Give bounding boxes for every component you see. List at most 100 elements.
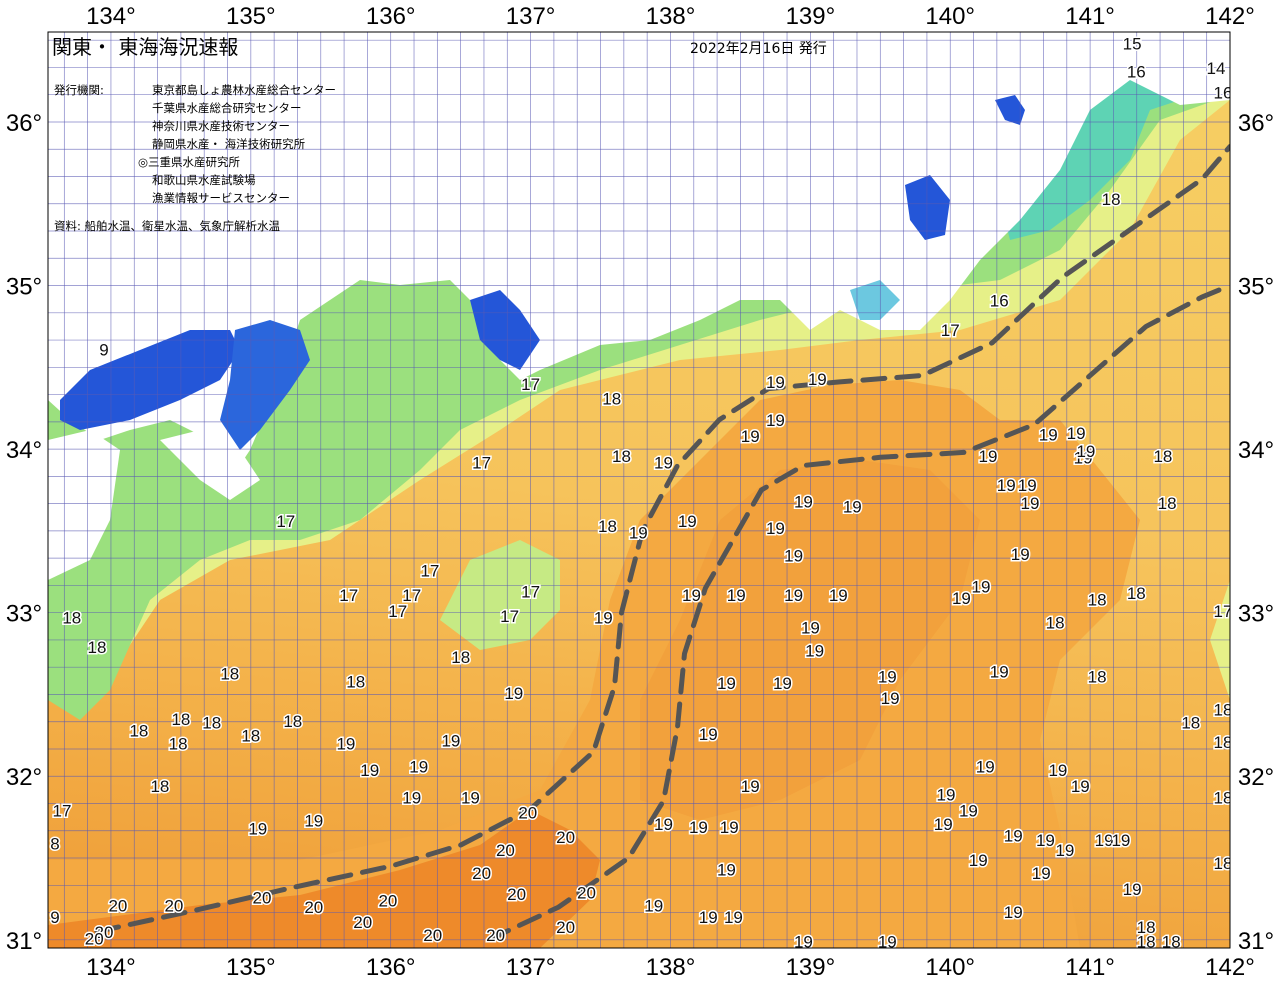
- latitude-label: 31°: [6, 928, 42, 955]
- temperature-label: 18: [1088, 591, 1107, 610]
- temperature-label: 18: [1214, 700, 1233, 719]
- inland-sea-west: [60, 330, 240, 430]
- temperature-label: 18: [1137, 933, 1156, 952]
- longitude-ticks-bottom: 134° 135° 136° 137° 138° 139° 140° 141° 142°: [86, 954, 1255, 981]
- longitude-label: 136°: [366, 954, 416, 980]
- longitude-label: 135°: [226, 3, 276, 30]
- temperature-label: 17: [521, 375, 540, 394]
- temperature-label: 19: [1032, 864, 1051, 883]
- temperature-label: 20: [518, 803, 537, 822]
- temperature-label: 17: [1214, 602, 1233, 621]
- temperature-label: 18: [88, 638, 107, 657]
- agency-1: 東京都島しょ農林水産総合センター: [152, 83, 336, 97]
- temperature-label: 19: [461, 789, 480, 808]
- temperature-label: 17: [521, 583, 540, 602]
- temperature-label: 19: [1055, 841, 1074, 860]
- temperature-label: 19: [629, 524, 648, 543]
- temperature-label: 19: [959, 802, 978, 821]
- temperature-label: 19: [808, 370, 827, 389]
- temperature-label: 20: [556, 918, 575, 937]
- temperature-label: 19: [689, 818, 708, 837]
- temperature-label: 20: [496, 841, 515, 860]
- temperature-label: 19: [699, 908, 718, 927]
- temperature-label: 19: [1067, 424, 1086, 443]
- agency-4: 静岡県水産・ 海洋技術研究所: [152, 137, 306, 151]
- temperature-label: 20: [108, 897, 127, 916]
- temperature-label: 19: [766, 411, 785, 430]
- temperature-label: 19: [1004, 826, 1023, 845]
- longitude-label: 134°: [86, 3, 136, 30]
- latitude-label: 35°: [1238, 274, 1274, 301]
- temperature-label: 19: [594, 609, 613, 628]
- temperature-label: 18: [171, 710, 190, 729]
- temperature-label: 19: [248, 820, 267, 839]
- temperature-label: 19: [1111, 831, 1130, 850]
- latitude-label: 32°: [6, 764, 42, 791]
- temperature-label: 19: [678, 512, 697, 531]
- temperature-label: 19: [878, 933, 897, 952]
- temperature-label: 19: [1021, 494, 1040, 513]
- temperature-label: 19: [727, 586, 746, 605]
- temperature-label: 19: [402, 789, 421, 808]
- temperature-label: 19: [829, 586, 848, 605]
- temperature-label: 19: [717, 674, 736, 693]
- temperature-label: 19: [720, 818, 739, 837]
- ise-bay: [470, 290, 540, 370]
- temperature-label: 18: [1162, 933, 1181, 952]
- temperature-label: 19: [969, 851, 988, 870]
- temperature-label: 18: [220, 664, 239, 683]
- latitude-label: 36°: [6, 110, 42, 137]
- temperature-label: 19: [766, 373, 785, 392]
- longitude-label: 138°: [646, 3, 696, 30]
- temperature-label: 18: [1153, 447, 1172, 466]
- temperature-label: 19: [1018, 476, 1037, 495]
- temperature-label: 19: [654, 453, 673, 472]
- sea-surface-temperature-field: [48, 32, 1230, 948]
- temperature-label: 19: [1004, 903, 1023, 922]
- temperature-label: 19: [990, 663, 1009, 682]
- temperature-label: 19: [741, 777, 760, 796]
- temperature-label: 17: [276, 512, 295, 531]
- temperature-label: 16: [990, 291, 1009, 310]
- longitude-label: 139°: [786, 954, 836, 980]
- temperature-label: 19: [805, 641, 824, 660]
- temperature-label: 14: [1207, 59, 1226, 78]
- temperature-label: 18: [598, 517, 617, 536]
- temperature-label: 20: [378, 892, 397, 911]
- temperature-label: 19: [1039, 425, 1058, 444]
- temperature-label: 9: [99, 340, 108, 359]
- temperature-label: 17: [472, 453, 491, 472]
- temperature-label: 19: [937, 785, 956, 804]
- temperature-label: 18: [202, 713, 221, 732]
- temperature-label: 19: [1123, 880, 1142, 899]
- temperature-label: 20: [85, 929, 104, 948]
- temperature-label: 19: [741, 427, 760, 446]
- latitude-label: 32°: [1238, 764, 1274, 791]
- latitude-label: 36°: [1238, 110, 1274, 137]
- cool-water-17c-patch: [440, 540, 560, 650]
- agency-5: ◎三重県水産研究所: [138, 155, 241, 169]
- temperature-label: 18: [62, 609, 81, 628]
- temperature-label: 19: [878, 668, 897, 687]
- temperature-label: 18: [1181, 713, 1200, 732]
- temperature-label: 9: [50, 908, 59, 927]
- temperature-label: 17: [420, 561, 439, 580]
- temperature-label: 19: [717, 861, 736, 880]
- temperature-label: 15: [1123, 35, 1142, 54]
- temperature-label: 16: [1214, 84, 1233, 103]
- temperature-label: 19: [409, 758, 428, 777]
- temperature-label: 17: [500, 607, 519, 626]
- temperature-label: 18: [602, 389, 621, 408]
- temperature-label: 19: [881, 689, 900, 708]
- temperature-label: 20: [253, 888, 272, 907]
- temperature-label: 20: [164, 897, 183, 916]
- temperature-label: 19: [979, 447, 998, 466]
- temperature-label: 19: [843, 497, 862, 516]
- temperature-label: 20: [556, 828, 575, 847]
- longitude-label: 142°: [1205, 954, 1255, 980]
- temperature-label: 17: [402, 586, 421, 605]
- temperature-label: 19: [972, 578, 991, 597]
- temperature-label: 19: [1074, 448, 1093, 467]
- longitude-label: 137°: [506, 954, 556, 980]
